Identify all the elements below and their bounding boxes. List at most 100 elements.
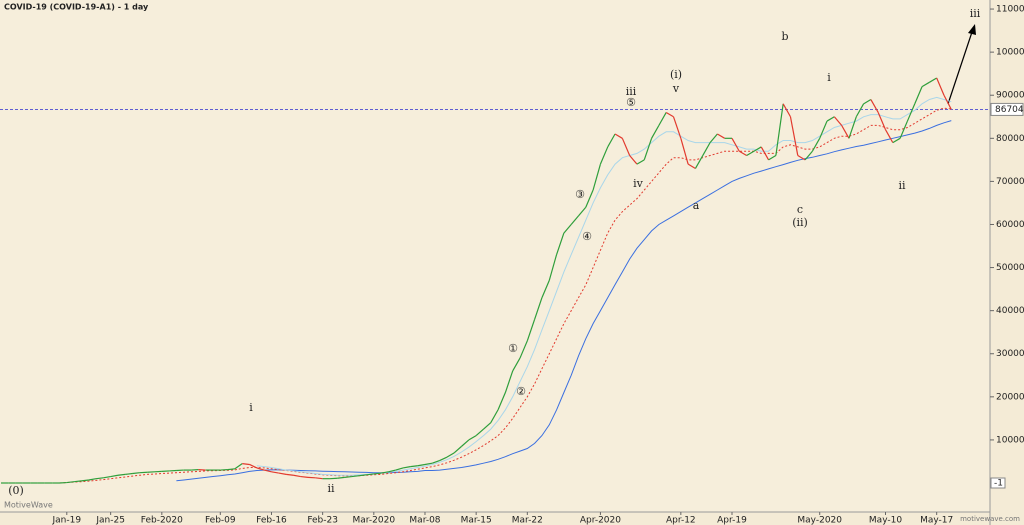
- price-segment: [936, 77, 945, 96]
- price-segment: [497, 392, 506, 410]
- x-tick-label: Feb-2020: [141, 516, 183, 525]
- moving-average: [59, 107, 952, 484]
- price-segment: [249, 463, 258, 469]
- wave-label: v: [672, 82, 680, 95]
- price-segment: [439, 456, 448, 462]
- price-segment: [614, 133, 623, 139]
- price-segment: [578, 206, 587, 217]
- price-segment: [826, 116, 835, 122]
- price-segment: [81, 479, 89, 482]
- price-segment: [870, 99, 879, 113]
- price-segment: [132, 472, 140, 475]
- y-tick-label: 20000: [996, 392, 1024, 402]
- price-segment: [819, 120, 828, 139]
- price-segment: [88, 478, 97, 481]
- price-segment: [914, 86, 923, 105]
- x-tick-label: Mar-22: [512, 516, 543, 525]
- price-segment: [717, 133, 725, 139]
- price-segment: [110, 474, 119, 478]
- price-segment: [775, 103, 784, 156]
- wave-label: iii: [626, 85, 637, 98]
- x-tick-label: Feb-23: [307, 516, 338, 525]
- price-segment: [293, 474, 301, 478]
- y-tick-label: 70000: [996, 177, 1024, 187]
- price-segment: [848, 116, 857, 139]
- price-segment: [855, 103, 865, 118]
- wave-label: i: [249, 401, 253, 414]
- y-tick-label: 40000: [996, 306, 1024, 316]
- price-segment: [483, 422, 492, 430]
- price-segment: [66, 481, 75, 484]
- price-segment: [424, 462, 433, 466]
- wave-label: ②: [516, 385, 526, 398]
- price-segment: [702, 142, 711, 156]
- price-segment: [687, 163, 696, 169]
- plot-area: [0, 0, 990, 512]
- price-segment: [921, 81, 930, 88]
- wave-label: ii: [898, 179, 906, 192]
- watermark: MotiveWave: [4, 501, 53, 510]
- price-segment: [811, 138, 821, 152]
- price-segment: [680, 138, 689, 165]
- price-segment: [651, 125, 660, 139]
- price-segment: [264, 469, 272, 473]
- price-segment: [768, 155, 777, 161]
- price-segment: [234, 463, 243, 470]
- price-segment: [227, 468, 235, 471]
- y-tick-label: 30000: [996, 349, 1024, 359]
- price-segment: [899, 120, 908, 139]
- y-tick-label: 100000: [996, 48, 1024, 58]
- price-segment: [300, 475, 309, 478]
- y-tick-label: 60000: [996, 220, 1024, 230]
- price-segment: [943, 94, 952, 110]
- price-segment: [621, 138, 631, 156]
- price-segment: [929, 77, 937, 83]
- price-segment: [548, 254, 558, 281]
- price-segment: [117, 473, 126, 476]
- price-segment: [461, 439, 470, 447]
- price-segment: [381, 471, 389, 474]
- wave-label: ii: [327, 482, 335, 495]
- price-segment: [402, 466, 411, 469]
- price-segment: [906, 103, 916, 122]
- last-price-label: 86704: [995, 105, 1024, 115]
- price-segment: [410, 465, 418, 468]
- x-tick-label: Jan-19: [52, 516, 82, 525]
- x-tick-label: Mar-08: [409, 516, 440, 525]
- wave-label: ⑤: [626, 96, 636, 109]
- price-segment: [103, 475, 111, 479]
- price-segment: [512, 357, 521, 372]
- price-segment: [658, 112, 667, 126]
- y-tick-label: 110000: [996, 5, 1024, 15]
- price-segment: [797, 155, 806, 161]
- price-segment: [731, 138, 740, 152]
- price-segment: [541, 280, 550, 298]
- wave-label: ③: [575, 188, 585, 201]
- x-tick-label: Apr-12: [666, 516, 696, 525]
- price-segment: [739, 150, 747, 157]
- site-label: motivewave.com: [960, 515, 1020, 523]
- y-tick-label: 90000: [996, 91, 1024, 101]
- wave-label: (ii): [792, 216, 808, 229]
- price-segment: [388, 469, 396, 473]
- last-price-box: [990, 102, 1024, 116]
- price-segment: [125, 472, 133, 475]
- price-segment: [694, 155, 704, 169]
- price-segment: [892, 137, 901, 144]
- price-segment: [417, 463, 426, 467]
- price-segment: [592, 163, 601, 191]
- zero-marker-label: -1: [994, 479, 1003, 489]
- x-tick-label: Apr-2020: [580, 516, 621, 525]
- price-segment: [373, 472, 382, 475]
- price-segment: [359, 474, 367, 477]
- x-tick-label: Feb-09: [205, 516, 236, 525]
- price-segment: [789, 116, 799, 156]
- price-segment: [395, 467, 404, 471]
- wave-label: a: [693, 199, 700, 212]
- wave-label: c: [797, 203, 803, 216]
- price-segment: [315, 477, 323, 480]
- price-segment: [74, 480, 82, 483]
- price-segment: [599, 146, 609, 165]
- price-segment: [366, 473, 374, 476]
